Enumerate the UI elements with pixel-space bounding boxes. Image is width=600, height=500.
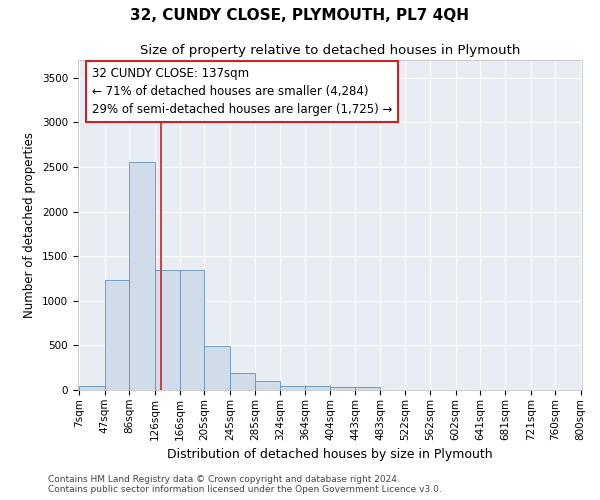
Bar [79,386,104,390]
Bar [280,386,305,390]
Y-axis label: Number of detached properties: Number of detached properties [23,132,37,318]
Bar [355,387,380,390]
Bar [255,381,280,390]
Bar [180,270,205,390]
Text: 32 CUNDY CLOSE: 137sqm
← 71% of detached houses are smaller (4,284)
29% of semi-: 32 CUNDY CLOSE: 137sqm ← 71% of detached… [92,67,392,116]
X-axis label: Distribution of detached houses by size in Plymouth: Distribution of detached houses by size … [167,448,493,461]
Text: 32, CUNDY CLOSE, PLYMOUTH, PL7 4QH: 32, CUNDY CLOSE, PLYMOUTH, PL7 4QH [131,8,470,22]
Bar [155,270,180,390]
Bar [230,373,255,390]
Bar [104,280,129,390]
Bar [305,386,331,390]
Text: Contains HM Land Registry data © Crown copyright and database right 2024.
Contai: Contains HM Land Registry data © Crown c… [48,474,442,494]
Title: Size of property relative to detached houses in Plymouth: Size of property relative to detached ho… [140,44,520,58]
Bar [205,346,230,390]
Bar [129,162,155,390]
Bar [331,387,355,390]
